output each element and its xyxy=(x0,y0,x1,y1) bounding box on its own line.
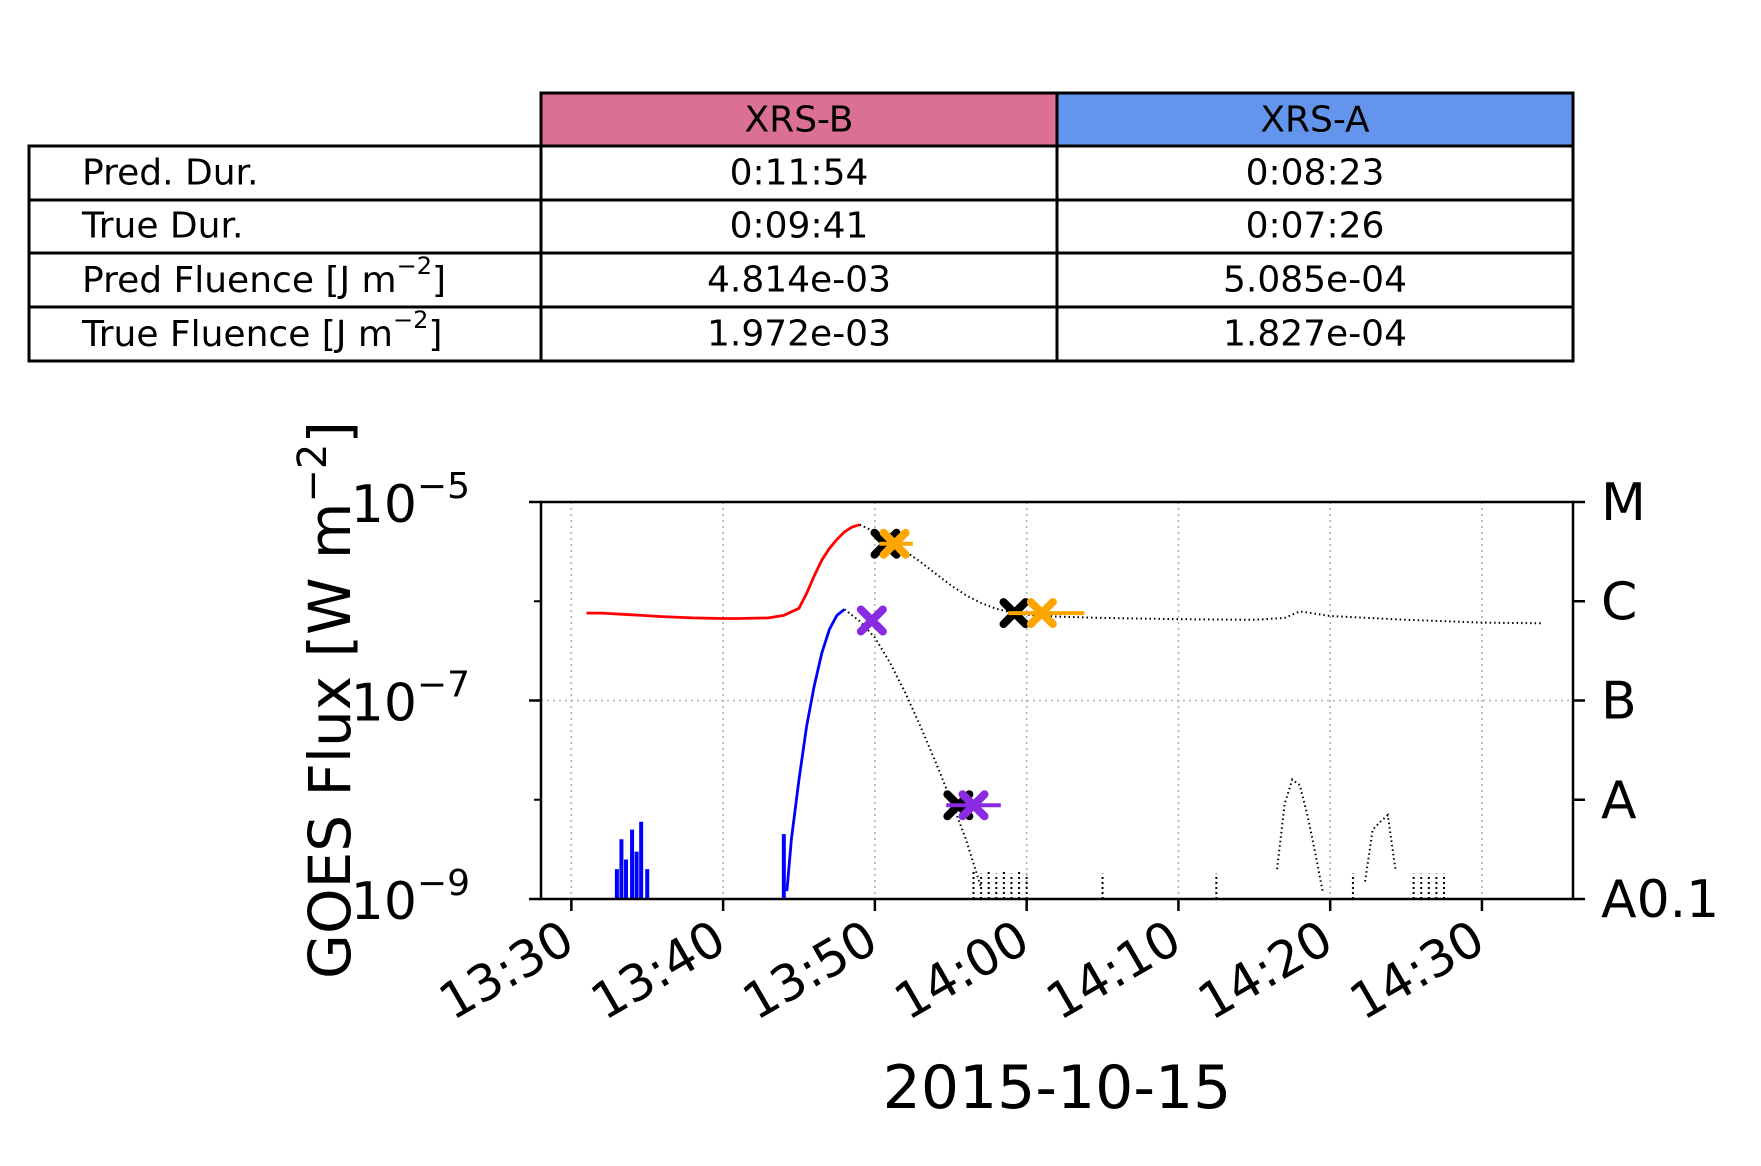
y-axis-label: GOES Flux [W m−2] xyxy=(290,421,364,979)
table-header-label-xrs-b: XRS-B xyxy=(745,100,854,141)
cell-pred-dur-xrs-a: 0:08:23 xyxy=(1246,153,1385,194)
y-tick-label: 10−5 xyxy=(351,466,470,535)
right-tick-label: A xyxy=(1601,771,1637,831)
series-line xyxy=(843,608,983,888)
summary-table: XRS-B XRS-A Pred. Dur. 0:11:54 0:08:23 T… xyxy=(27,91,1575,363)
series-line xyxy=(785,608,846,892)
x-tick-label: 14:30 xyxy=(1340,909,1494,1031)
x-tick-label: 13:50 xyxy=(733,909,887,1031)
right-tick-label: M xyxy=(1601,473,1646,533)
right-tick-label: A0.1 xyxy=(1601,870,1719,930)
x-marker xyxy=(1026,598,1057,629)
series-line xyxy=(1364,813,1397,882)
series-line xyxy=(1276,777,1324,892)
y-tick-label: 10−9 xyxy=(351,863,470,932)
right-tick-label: B xyxy=(1601,672,1637,732)
table-row: True Dur. 0:09:41 0:07:26 xyxy=(81,206,1384,247)
x-tick-label: 14:00 xyxy=(885,909,1039,1031)
x-marker xyxy=(958,790,989,821)
cell-pred-fluence-xrs-b: 4.814e-03 xyxy=(707,260,891,301)
row-label-true-dur: True Dur. xyxy=(81,206,243,247)
row-label-true-fluence: True Fluence [J m−2] xyxy=(81,306,442,355)
x-marker xyxy=(856,605,887,636)
x-marker xyxy=(879,528,910,559)
table-row: Pred Fluence [J m−2] 4.814e-03 5.085e-04 xyxy=(82,252,1407,301)
row-label-pred-dur: Pred. Dur. xyxy=(82,153,258,194)
table-header-xrs-b xyxy=(539,91,1059,148)
cell-pred-dur-xrs-b: 0:11:54 xyxy=(730,153,869,194)
row-label-pred-fluence: Pred Fluence [J m−2] xyxy=(82,252,446,301)
cell-true-fluence-xrs-b: 1.972e-03 xyxy=(707,314,891,355)
x-tick-label: 14:10 xyxy=(1037,909,1191,1031)
x-tick-label: 13:30 xyxy=(430,909,584,1031)
right-tick-label: C xyxy=(1601,572,1637,632)
series-line xyxy=(859,523,1543,625)
cell-true-dur-xrs-b: 0:09:41 xyxy=(730,206,869,247)
x-tick-label: 13:40 xyxy=(581,909,735,1031)
cell-true-fluence-xrs-a: 1.827e-04 xyxy=(1223,314,1407,355)
marker-layer xyxy=(856,528,1085,821)
y-axis-left: 10−9 10−7 10−5 xyxy=(351,466,541,932)
cell-pred-fluence-xrs-a: 5.085e-04 xyxy=(1223,260,1407,301)
table-grid xyxy=(27,144,1575,363)
table-row: True Fluence [J m−2] 1.972e-03 1.827e-04 xyxy=(81,306,1407,355)
series-layer xyxy=(586,523,1543,899)
table-row: Pred. Dur. 0:11:54 0:08:23 xyxy=(82,153,1384,194)
grid-lines xyxy=(541,501,1573,900)
table-header-xrs-a xyxy=(1055,91,1575,148)
x-tick-label: 14:20 xyxy=(1188,909,1342,1031)
table-header-label-xrs-a: XRS-A xyxy=(1260,100,1370,141)
x-axis-label: 2015-10-15 xyxy=(883,1053,1232,1123)
y-tick-label: 10−7 xyxy=(351,665,470,734)
cell-true-dur-xrs-a: 0:07:26 xyxy=(1246,206,1385,247)
series-line xyxy=(586,523,861,620)
